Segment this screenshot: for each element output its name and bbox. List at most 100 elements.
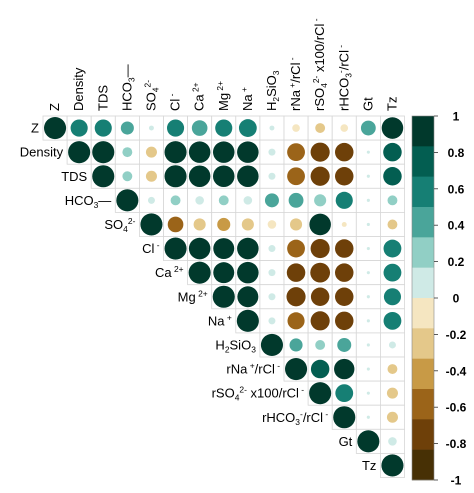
corr-circle-z-rna-rcl xyxy=(292,124,300,132)
corr-circle-tds-cl xyxy=(164,165,187,188)
corr-circle-hco3-mg2 xyxy=(218,195,229,206)
corr-circle-so42-rso42-x100-rcl xyxy=(309,213,331,236)
corr-circle-so42-na xyxy=(241,218,254,231)
row-label-na: Na + xyxy=(208,312,232,328)
corr-circle-gt-gt xyxy=(357,430,380,453)
corr-circle-density-hco3 xyxy=(122,147,133,158)
corr-circle-cl-ca2 xyxy=(188,237,211,260)
color-tick-label-8: -0.6 xyxy=(446,401,467,415)
color-band-9 xyxy=(412,389,434,420)
corr-circle-mg2-h2sio3 xyxy=(268,293,276,301)
corr-circle-density-density xyxy=(68,141,91,164)
corr-circle-rna-rcl-tz xyxy=(387,364,398,374)
color-band-3 xyxy=(412,207,434,238)
row-label-gt: Gt xyxy=(339,434,353,449)
corr-circle-rso42-x100-rcl-tz xyxy=(386,387,398,399)
col-label-tz: Tz xyxy=(384,97,399,111)
color-tick-label-7: -0.4 xyxy=(446,364,467,378)
corr-circle-hco3-so42 xyxy=(147,196,155,204)
corr-circle-tds-gt xyxy=(366,174,370,178)
corr-circle-density-rna-rcl xyxy=(287,143,305,162)
color-tick-label-5: 0 xyxy=(453,292,460,306)
corr-circle-mg2-rhco3-rcl xyxy=(335,287,354,306)
corr-circle-density-rso42-x100-rcl xyxy=(310,142,330,162)
corr-circle-rhco3-rcl-rhco3-rcl xyxy=(333,406,356,429)
corr-circle-rso42-x100-rcl-rso42-x100-rcl xyxy=(309,382,332,405)
corr-circle-so42-so42 xyxy=(140,213,163,236)
color-tick-label-3: 0.4 xyxy=(448,219,465,233)
row-label-mg2: Mg 2+ xyxy=(178,288,208,304)
corr-circle-na-rhco3-rcl xyxy=(335,311,354,331)
corr-circle-hco3-h2sio3 xyxy=(264,193,279,208)
row-label-z: Z xyxy=(31,121,39,136)
corr-circle-na-rso42-x100-rcl xyxy=(310,311,330,331)
color-band-8 xyxy=(412,358,434,390)
col-label-gt: Gt xyxy=(360,97,375,111)
corr-circle-density-na xyxy=(237,141,259,163)
col-label-na: Na + xyxy=(239,87,255,111)
col-label-h2sio3: H2SiO3 xyxy=(264,70,281,111)
corr-circle-z-na xyxy=(238,119,257,137)
corr-circle-density-tz xyxy=(383,142,402,162)
corr-circle-density-h2sio3 xyxy=(268,148,276,156)
corr-circle-ca2-rna-rcl xyxy=(286,263,306,282)
corr-circle-hco3-na xyxy=(243,196,253,205)
corr-circle-rso42-x100-rcl-gt xyxy=(366,391,370,395)
corr-circle-mg2-gt xyxy=(366,295,370,299)
corr-circle-so42-rna-rcl xyxy=(289,218,303,231)
corr-circle-z-z xyxy=(44,117,67,140)
corr-circle-rhco3-rcl-gt xyxy=(366,415,370,419)
row-label-rso42-x100-rcl: rSO42- x100/rCl - xyxy=(212,385,305,403)
corr-circle-rso42-x100-rcl-rhco3-rcl xyxy=(335,384,354,403)
corr-circle-ca2-gt xyxy=(366,271,370,275)
corr-circle-cl-cl xyxy=(164,237,187,260)
corr-circle-mg2-mg2 xyxy=(212,285,235,308)
corr-circle-rna-rcl-rso42-x100-rcl xyxy=(310,359,330,379)
corr-circle-hco3-rhco3-rcl xyxy=(335,191,353,209)
color-tick-label-0: 1 xyxy=(453,110,460,124)
color-tick-label-1: 0.8 xyxy=(448,146,465,160)
row-label-cl: Cl - xyxy=(142,240,160,256)
corr-circle-z-hco3 xyxy=(120,121,134,135)
corr-circle-density-gt xyxy=(366,150,370,154)
corr-circle-so42-h2sio3 xyxy=(267,220,277,229)
color-band-6 xyxy=(412,298,434,329)
row-label-hco3: HCO3— xyxy=(65,193,112,210)
corr-circle-cl-rso42-x100-rcl xyxy=(310,238,330,259)
corr-circle-tds-tds xyxy=(92,165,115,188)
corr-circle-tds-mg2 xyxy=(212,165,235,188)
color-bar xyxy=(411,115,435,481)
corr-circle-ca2-mg2 xyxy=(213,262,235,284)
corr-circle-z-so42 xyxy=(148,125,154,131)
corr-circle-cl-tz xyxy=(383,239,402,258)
col-label-ca2: Ca 2+ xyxy=(191,82,207,111)
corr-circle-hco3-rso42-x100-rcl xyxy=(314,194,327,207)
corr-circle-hco3-gt xyxy=(366,198,370,202)
corr-circle-z-rso42-x100-rcl xyxy=(315,123,326,133)
corr-circle-cl-h2sio3 xyxy=(268,245,276,253)
color-tick-label-4: 0.2 xyxy=(448,255,465,269)
row-label-so42: SO42- xyxy=(104,216,135,234)
corr-circle-gt-tz xyxy=(388,437,397,446)
corr-circle-hco3-hco3 xyxy=(116,189,139,212)
corr-circle-ca2-ca2 xyxy=(188,261,211,284)
corr-circle-hco3-cl xyxy=(170,195,181,206)
corr-circle-h2sio3-rhco3-rcl xyxy=(337,337,352,352)
corr-circle-ca2-tz xyxy=(383,263,402,282)
col-label-hco3: HCO3— xyxy=(119,64,136,111)
corr-circle-rna-rcl-gt xyxy=(366,367,370,371)
corr-circle-z-cl xyxy=(166,119,185,137)
corr-circle-so42-rhco3-rcl xyxy=(341,221,347,227)
grid-cell-z-gt xyxy=(355,115,381,141)
color-bar-ticks: 1 0.8 0.6 0.4 0.2 0 -0.2 -0.4 -0.6 -0.8 -1 xyxy=(434,110,467,488)
row-label-h2sio3: H2SiO3 xyxy=(215,337,256,354)
corr-circle-mg2-rna-rcl xyxy=(286,287,306,307)
corr-circle-ca2-h2sio3 xyxy=(268,269,276,277)
color-band-2 xyxy=(412,176,434,208)
corr-circle-tds-rhco3-rcl xyxy=(335,167,354,186)
corr-circle-tds-tz xyxy=(383,167,402,186)
corr-circle-na-tz xyxy=(383,311,402,330)
col-label-z: Z xyxy=(47,103,62,111)
corr-circle-cl-rhco3-rcl xyxy=(335,239,354,258)
